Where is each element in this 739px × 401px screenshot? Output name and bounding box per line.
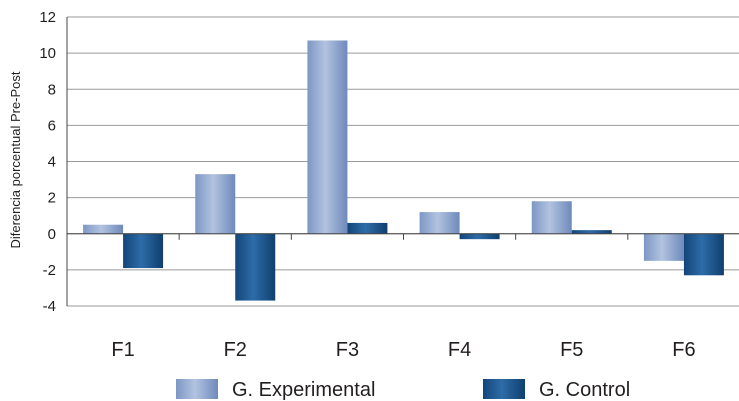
axes: [66, 17, 739, 306]
x-tick-labels: F1 F2 F3 F4 F5 F6: [111, 339, 695, 361]
bar-experimental-f1: [83, 224, 124, 234]
bar-control-f4: [459, 233, 500, 240]
bar-control-f6: [683, 233, 724, 276]
gridlines: [67, 16, 739, 307]
x-tick-label: F5: [560, 339, 583, 361]
bar-experimental-f6: [643, 233, 684, 261]
y-tick-label: 6: [48, 117, 56, 134]
legend-swatch: [176, 379, 218, 399]
y-tick-label: 10: [39, 45, 56, 62]
bar-experimental-f2: [195, 174, 236, 234]
y-tick-label: 12: [39, 9, 56, 26]
y-tick-label: 8: [48, 81, 56, 98]
y-axis-label: Diferencia porcentual Pre-Post: [8, 71, 23, 248]
legend-swatch: [483, 379, 525, 399]
x-tick-label: F2: [224, 339, 247, 361]
x-tick-label: F4: [448, 339, 471, 361]
legend: G. Experimental G. Control: [176, 379, 630, 401]
legend-label: G. Experimental: [232, 379, 375, 401]
bar-control-f2: [235, 233, 276, 301]
x-tick-label: F1: [111, 339, 134, 361]
y-tick-label: 0: [48, 226, 56, 243]
y-tick-label: -4: [43, 298, 56, 315]
y-tick-labels: -4 -2 0 2 4 6 8 10 12: [39, 9, 56, 315]
bar-control-f1: [123, 233, 164, 269]
x-tick-label: F6: [672, 339, 695, 361]
bar-control-f5: [571, 230, 612, 234]
bar-experimental-f3: [307, 40, 348, 234]
bar-control-f3: [347, 222, 388, 234]
bar-experimental-f5: [531, 201, 572, 234]
x-tick-label: F3: [336, 339, 359, 361]
bar-experimental-f4: [419, 212, 460, 234]
y-tick-label: 2: [48, 190, 56, 207]
y-tick-label: 4: [48, 154, 56, 171]
y-tick-label: -2: [43, 262, 56, 279]
bars: [83, 40, 724, 301]
legend-label: G. Control: [539, 379, 630, 401]
